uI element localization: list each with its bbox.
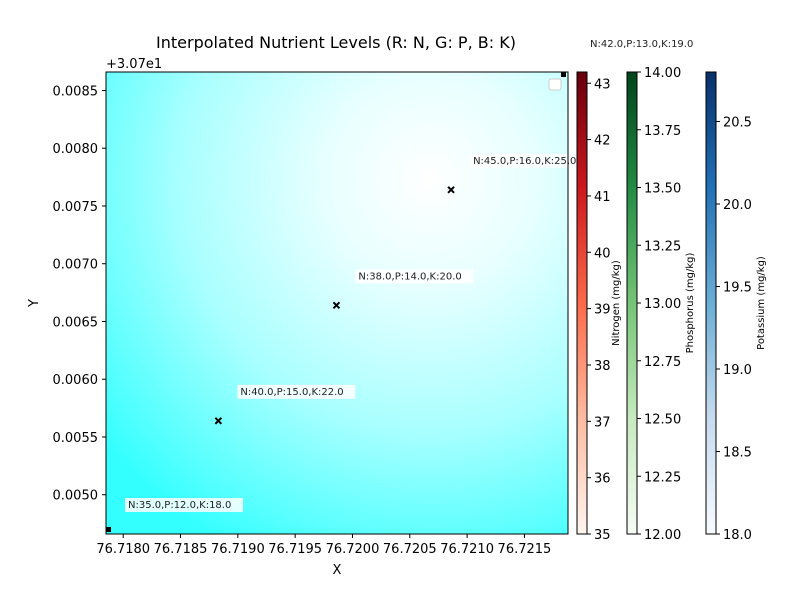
colorbar-tick-label: 14.00 bbox=[644, 66, 681, 81]
colorbar-ramp bbox=[626, 71, 638, 535]
x-axis: 76.7180 76.7185 76.7190 76.7195 76.7200 76.72… bbox=[96, 534, 551, 557]
annotation-box bbox=[237, 384, 356, 399]
y-tick-label: 0.0075 bbox=[53, 200, 99, 215]
sample-point-annotation: N:45.0,P:16.0,K:25.0 bbox=[470, 153, 589, 168]
sample-point-annotation: N:38.0,P:14.0,K:20.0 bbox=[355, 269, 474, 284]
colorbar-tick-label: 20.5 bbox=[723, 116, 752, 131]
x-offset-label: +3.07e1 bbox=[106, 57, 162, 72]
sample-point-annotation: N:42.0,P:13.0,K:19.0 bbox=[590, 39, 693, 50]
colorbar-tick-label: 12.50 bbox=[644, 413, 681, 428]
sample-point-label: N:45.0,P:16.0,K:25.0 bbox=[473, 156, 576, 167]
colorbar-tick-label: 37 bbox=[594, 415, 611, 430]
sample-point-label: N:38.0,P:14.0,K:20.0 bbox=[358, 271, 461, 282]
y-tick-label: 0.0085 bbox=[53, 84, 99, 99]
colorbar-tick-label: 13.50 bbox=[644, 182, 681, 197]
sample-point-label: N:40.0,P:15.0,K:22.0 bbox=[240, 387, 343, 398]
y-tick-label: 0.0060 bbox=[53, 373, 99, 388]
x-tick-label: 76.7210 bbox=[440, 542, 494, 557]
colorbar-tick-label: 12.00 bbox=[644, 528, 681, 543]
sample-point-marker bbox=[214, 417, 223, 425]
sample-point-marker bbox=[106, 527, 111, 532]
sample-point-marker bbox=[447, 186, 455, 194]
y-axis-label: Y bbox=[27, 299, 42, 308]
colorbar-tick-label: 19.0 bbox=[723, 363, 752, 378]
y-tick-label: 0.0080 bbox=[53, 142, 99, 157]
colorbar-tick-label: 36 bbox=[594, 472, 611, 487]
sample-point-marker bbox=[332, 301, 341, 310]
x-tick-label: 76.7200 bbox=[326, 542, 380, 557]
interpolated-field bbox=[106, 72, 568, 534]
colorbar-tick-label: 13.75 bbox=[644, 124, 681, 139]
annotation-box bbox=[355, 269, 474, 284]
colorbar-3: 18.0 18.5 19.0 19.5 20.0 20.5 Potassium (mg/kg… bbox=[705, 71, 767, 543]
x-tick-label: 76.7190 bbox=[211, 542, 265, 557]
colorbar-tick-label: 42 bbox=[594, 134, 611, 149]
colorbar-tick-label: 12.25 bbox=[644, 470, 681, 485]
chart-title: Interpolated Nutrient Levels (R: N, G: P… bbox=[156, 33, 516, 52]
x-tick-label: 76.7215 bbox=[498, 542, 552, 557]
colorbar-label: Potassium (mg/kg) bbox=[756, 256, 767, 350]
colorbar-label: Phosphorus (mg/kg) bbox=[685, 253, 696, 354]
sample-point-marker bbox=[561, 72, 566, 77]
colorbar-tick-label: 35 bbox=[594, 528, 611, 543]
colorbar-tick-label: 13.00 bbox=[644, 297, 681, 312]
colorbar-ramp bbox=[705, 71, 717, 535]
heatmap-field bbox=[106, 72, 568, 534]
colorbar-tick-label: 13.25 bbox=[644, 239, 681, 254]
y-tick-label: 0.0055 bbox=[53, 431, 99, 446]
y-tick-label: 0.0065 bbox=[53, 315, 99, 330]
sample-point-annotation: N:35.0,P:12.0,K:18.0 bbox=[125, 498, 243, 512]
colorbar-tick-label: 38 bbox=[594, 359, 611, 374]
sample-point-annotation: N:40.0,P:15.0,K:22.0 bbox=[237, 384, 356, 399]
colorbar-ramp bbox=[576, 71, 588, 535]
y-tick-label: 0.0050 bbox=[53, 489, 99, 504]
colorbar-tick-label: 41 bbox=[594, 190, 611, 205]
x-tick-label: 76.7205 bbox=[383, 542, 437, 557]
plot-frame bbox=[105, 71, 569, 535]
colorbar-tick-label: 12.75 bbox=[644, 355, 681, 370]
x-tick-label: 76.7185 bbox=[154, 542, 208, 557]
sample-point-label: N:42.0,P:13.0,K:19.0 bbox=[590, 39, 693, 50]
x-tick-label: 76.7180 bbox=[96, 542, 150, 557]
colorbar-tick-label: 19.5 bbox=[723, 281, 752, 296]
annotation-box bbox=[125, 498, 243, 512]
y-axis: 0.0050 0.0055 0.0060 0.0065 0.0070 0.0075 0.00… bbox=[53, 84, 106, 504]
sample-points: N:35.0,P:12.0,K:18.0 N:40.0,P:15.0,K:22.0… bbox=[106, 39, 693, 532]
colorbar-tick-label: 39 bbox=[594, 303, 611, 318]
x-tick-label: 76.7195 bbox=[268, 542, 322, 557]
annotation-box bbox=[470, 153, 589, 168]
colorbar-1: 35 36 37 38 39 40 41 42 43 Nitrogen (mg/kg) bbox=[576, 71, 622, 543]
colorbar-tick-label: 18.0 bbox=[723, 528, 752, 543]
sample-point-label: N:35.0,P:12.0,K:18.0 bbox=[128, 500, 231, 511]
legend-box[interactable] bbox=[548, 78, 562, 91]
colorbar-tick-label: 20.0 bbox=[723, 198, 752, 213]
colorbar-2: 12.00 12.25 12.50 12.75 13.00 13.25 13.50 13.75… bbox=[626, 66, 696, 543]
x-axis-label: X bbox=[333, 563, 342, 578]
colorbar-tick-label: 43 bbox=[594, 77, 611, 92]
colorbar-tick-label: 40 bbox=[594, 246, 611, 261]
colorbar-label: Nitrogen (mg/kg) bbox=[611, 260, 622, 346]
y-tick-label: 0.0070 bbox=[53, 258, 99, 273]
colorbar-tick-label: 18.5 bbox=[723, 446, 752, 461]
